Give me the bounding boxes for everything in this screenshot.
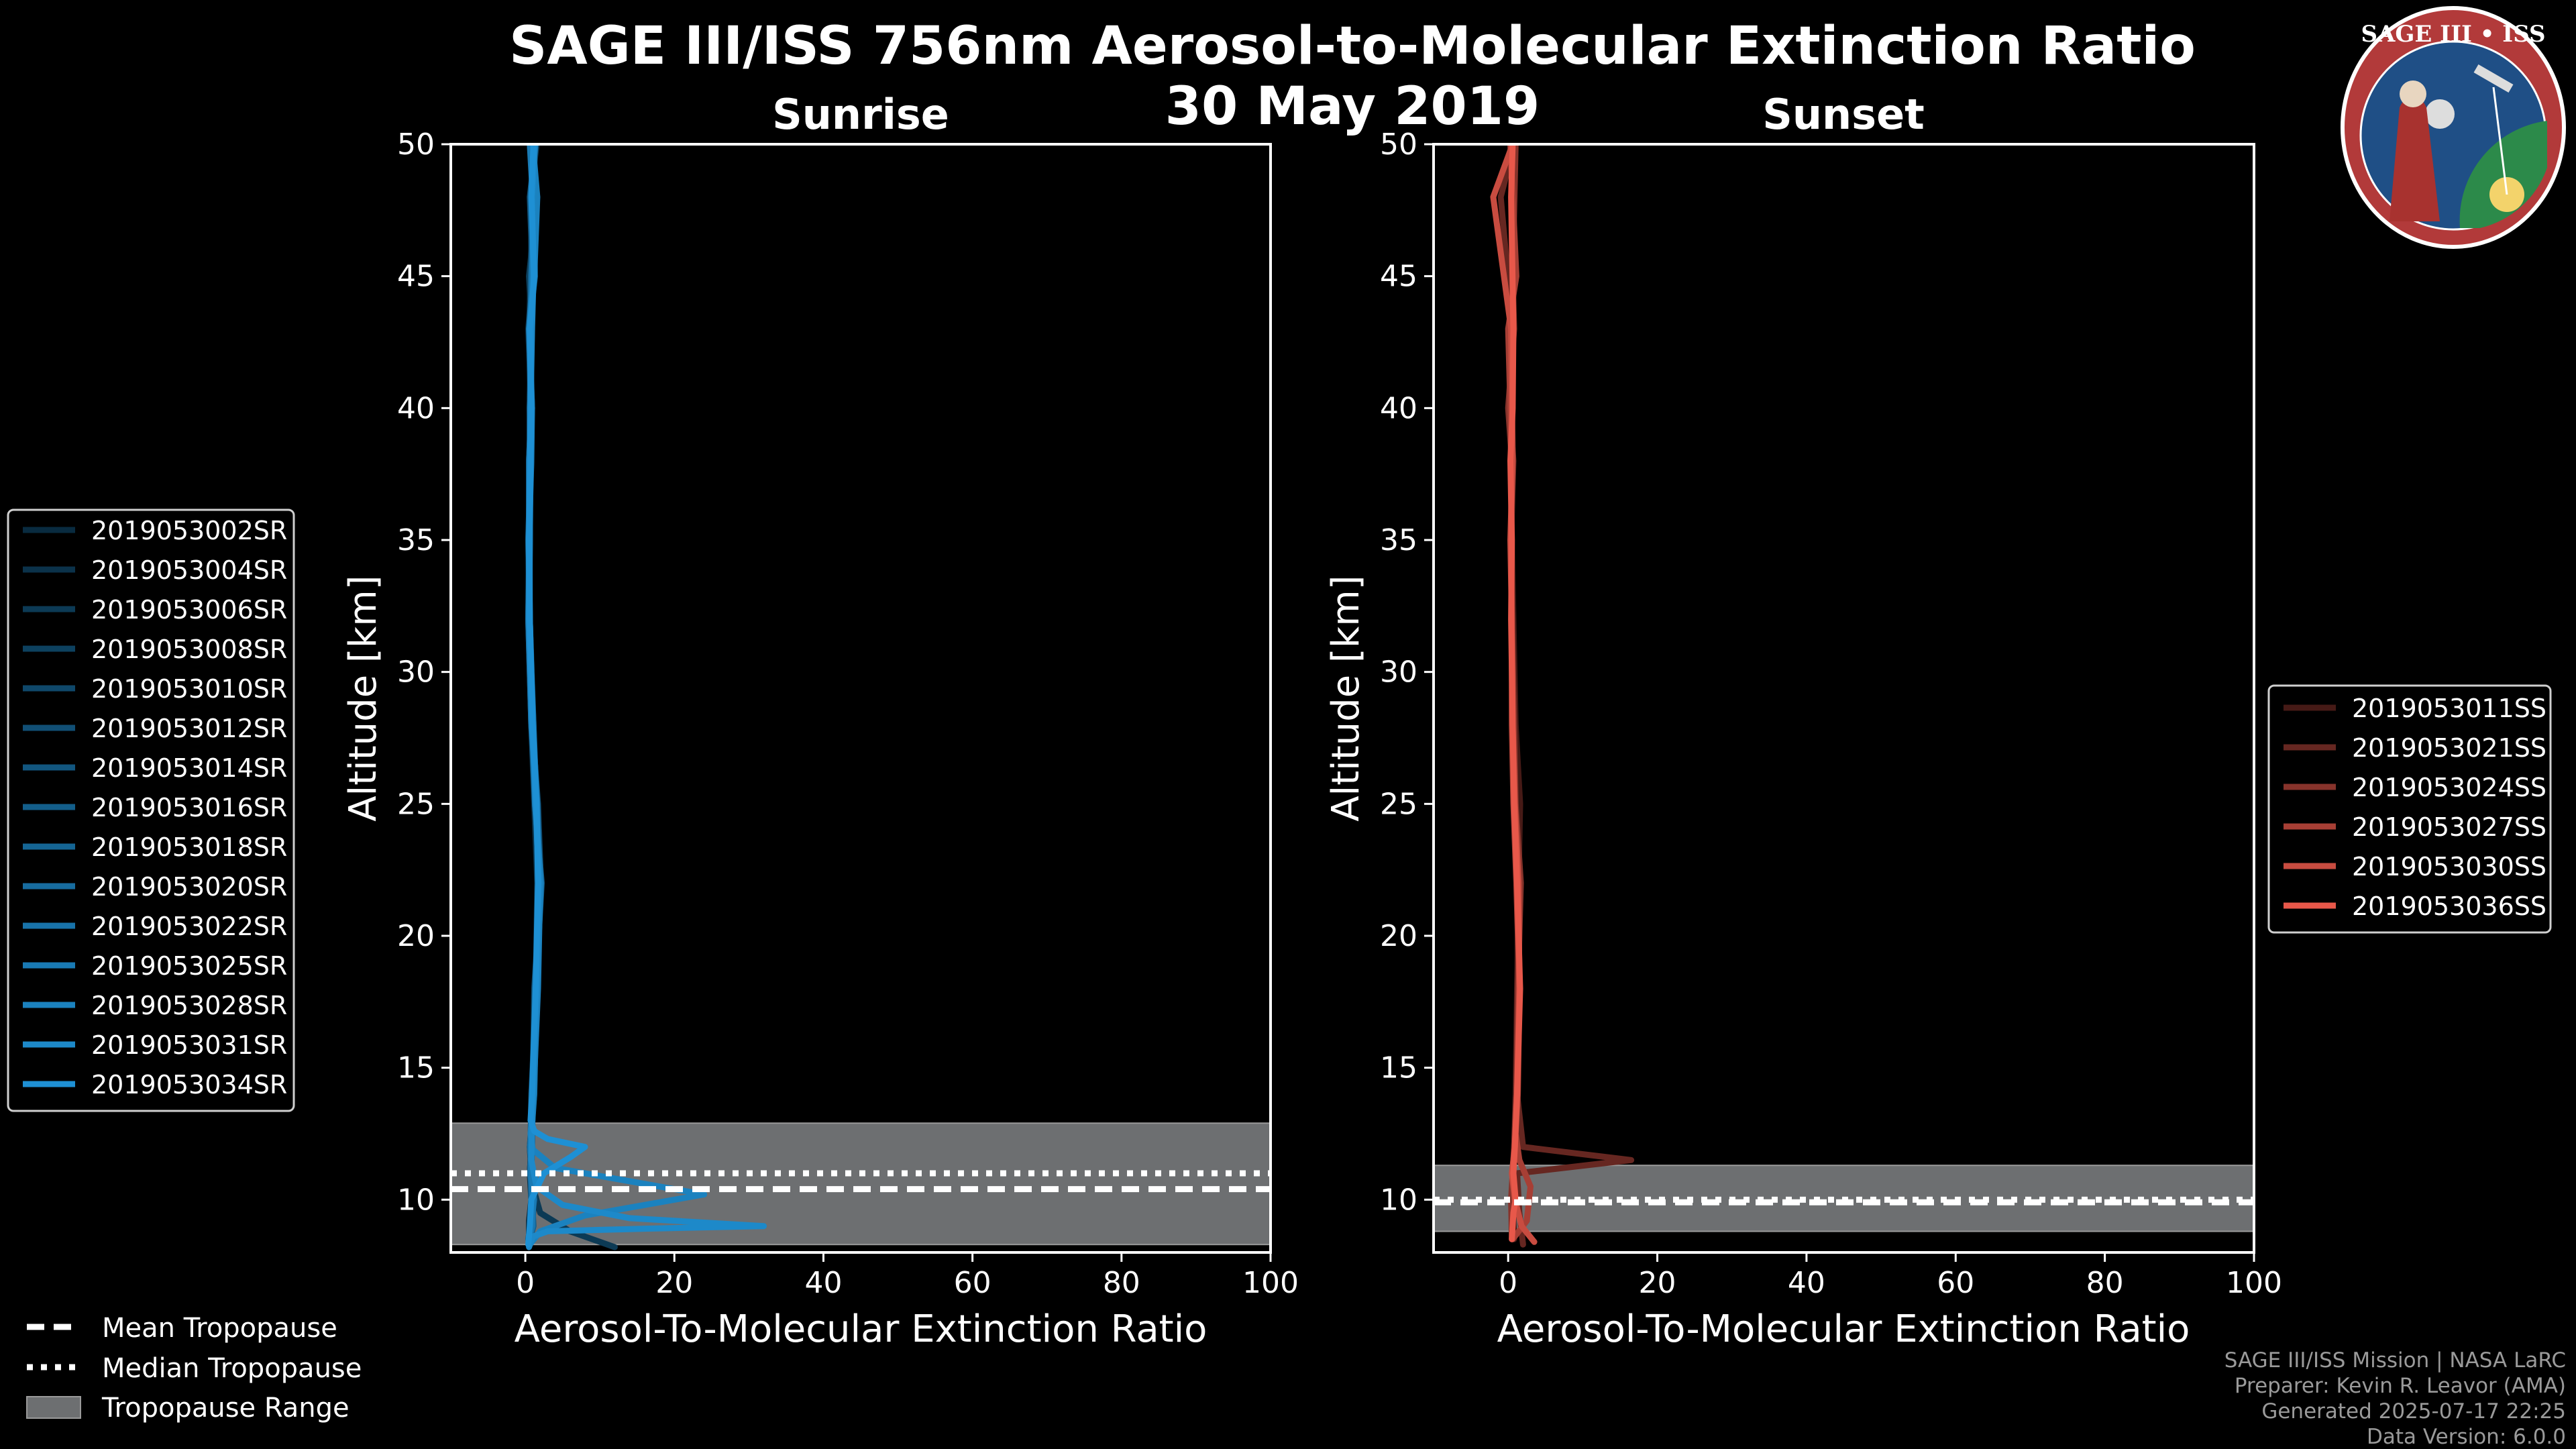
sunrise-x-tick-label: 100 [1242, 1266, 1299, 1300]
sunrise-y-tick-label: 40 [397, 391, 435, 425]
sunrise-legend-label: 2019053016SR [91, 793, 287, 822]
sunset-y-tick-label: 20 [1380, 919, 1417, 953]
tropopause-legend: Mean Tropopause Median Tropopause Tropop… [26, 1313, 362, 1424]
sunrise-legend-label: 2019053020SR [91, 872, 287, 902]
sunrise-x-axis-label: Aerosol-To-Molecular Extinction Ratio [515, 1307, 1208, 1351]
sunrise-y-tick-label: 45 [397, 260, 435, 294]
sunset-panel-title: Sunset [1762, 90, 1925, 139]
figure-date: 30 May 2019 [1165, 76, 1540, 137]
sunrise-profile-line-2019053031SR [526, 144, 767, 1250]
sunrise-legend-label: 2019053031SR [91, 1030, 287, 1060]
sunrise-legend: 2019053002SR 2019053004SR 2019053006SR 2019… [7, 508, 295, 1112]
sunrise-legend-label: 2019053034SR [91, 1070, 287, 1099]
sunrise-legend-label: 2019053028SR [91, 991, 287, 1020]
sunrise-y-axis-label: Altitude [km] [341, 575, 385, 821]
logo-figure-robe [2390, 94, 2440, 221]
sunrise-y-tick-label: 50 [397, 127, 435, 162]
sunrise-y-tick-label: 35 [397, 523, 435, 557]
sunrise-legend-label: 2019053006SR [91, 595, 287, 625]
footer-data-version: Data Version: 6.0.0 [2367, 1425, 2566, 1449]
sunrise-y-tick-label: 25 [397, 787, 435, 821]
sunset-y-tick-label: 35 [1380, 523, 1417, 557]
sunset-x-tick-label: 80 [2086, 1266, 2124, 1300]
sunset-x-axis-label: Aerosol-To-Molecular Extinction Ratio [1497, 1307, 2190, 1351]
sunrise-legend-label: 2019053022SR [91, 912, 287, 941]
sunset-x-tick-label: 60 [1937, 1266, 1974, 1300]
sunrise-y-tick-label: 20 [397, 919, 435, 953]
tropopause-range-label: Tropopause Range [101, 1393, 350, 1424]
figure-title: SAGE III/ISS 756nm Aerosol-to-Molecular … [509, 16, 2196, 76]
sunset-legend-label: 2019053036SS [2352, 892, 2546, 921]
sunrise-y-tick-label: 15 [397, 1051, 435, 1085]
sunrise-legend-label: 2019053010SR [91, 674, 287, 704]
mission-patch-logo: SAGE III • ISS [2341, 6, 2566, 249]
logo-station-icon [2473, 64, 2514, 93]
sunset-y-tick-label: 40 [1380, 391, 1417, 425]
sunrise-profile-line-2019053028SR [526, 144, 708, 1248]
sunset-legend: 2019053011SS 2019053021SS 2019053024SS 2019… [2267, 684, 2552, 934]
sunrise-profile-line-2019053006SR [525, 144, 618, 1250]
sunset-y-tick-label: 45 [1380, 260, 1417, 294]
sunrise-legend-label: 2019053025SR [91, 951, 287, 981]
sunrise-legend-label: 2019053008SR [91, 635, 287, 664]
sunrise-panel: Sunrise 0 20 40 60 80 100 101520253035404550 … [341, 90, 1299, 1351]
sunset-legend-label: 2019053027SS [2352, 812, 2546, 842]
sunset-y-tick-label: 15 [1380, 1051, 1417, 1085]
mean-tropopause-label: Mean Tropopause [102, 1313, 337, 1344]
tropopause-range-swatch [26, 1396, 81, 1419]
sunrise-x-tick-label: 20 [655, 1266, 693, 1300]
sunrise-x-tick-label: 40 [804, 1266, 842, 1300]
sunrise-legend-label: 2019053004SR [91, 555, 287, 585]
footer-credits: SAGE III/ISS Mission | NASA LaRC Prepare… [2224, 1348, 2566, 1449]
sunrise-tropopause-range-band [451, 1122, 1271, 1246]
sunset-y-tick-label: 30 [1380, 655, 1417, 690]
logo-title-text: SAGE III • ISS [2361, 21, 2545, 48]
sunset-x-tick-label: 20 [1639, 1266, 1676, 1300]
footer-mission: SAGE III/ISS Mission | NASA LaRC [2224, 1348, 2566, 1373]
footer-preparer: Preparer: Kevin R. Leavor (AMA) [2235, 1374, 2566, 1398]
sunset-profile-line-2019053036SS [1507, 144, 1523, 1242]
sunset-x-tick-label: 40 [1788, 1266, 1825, 1300]
sunrise-legend-label: 2019053002SR [91, 516, 287, 545]
sunset-y-tick-label: 25 [1380, 787, 1417, 821]
sunrise-legend-label: 2019053014SR [91, 753, 287, 783]
sunset-legend-box [2267, 684, 2552, 934]
sunrise-y-tick-label: 30 [397, 655, 435, 690]
logo-moon-icon [2425, 99, 2455, 129]
sunrise-x-tick-label: 0 [516, 1266, 535, 1300]
sunset-legend-label: 2019053024SS [2352, 773, 2546, 802]
sunrise-panel-title: Sunrise [772, 90, 949, 139]
sunset-legend-label: 2019053011SS [2352, 694, 2546, 723]
sunset-y-axis-label: Altitude [km] [1324, 575, 1368, 821]
sunrise-profile-line-2019053034SR [525, 144, 588, 1248]
sunrise-legend-label: 2019053018SR [91, 833, 287, 862]
sunset-panel: Sunset 0 20 40 60 80 100 10 15 20 25 30 35 40 45 50 A… [1324, 90, 2282, 1351]
sunrise-y-tick-label: 10 [397, 1183, 435, 1217]
logo-telescope-beam [2492, 87, 2508, 195]
sunrise-legend-box [7, 508, 295, 1112]
median-tropopause-label: Median Tropopause [102, 1353, 362, 1384]
sunset-legend-label: 2019053021SS [2352, 733, 2546, 763]
footer-generated: Generated 2025-07-17 22:25 [2261, 1399, 2566, 1424]
sunrise-x-tick-label: 60 [954, 1266, 991, 1300]
sunset-y-tick-label: 50 [1380, 127, 1417, 162]
sunset-plot-frame [1432, 143, 2255, 1254]
sunset-legend-label: 2019053030SS [2352, 852, 2546, 881]
sunrise-plot-frame [449, 143, 1272, 1254]
sunrise-x-tick-label: 80 [1103, 1266, 1140, 1300]
sunset-x-tick-label: 0 [1499, 1266, 1517, 1300]
sunset-y-tick-label: 10 [1380, 1183, 1417, 1217]
sunset-x-tick-label: 100 [2226, 1266, 2282, 1300]
logo-figure-head [2400, 80, 2426, 107]
sunrise-legend-label: 2019053012SR [91, 714, 287, 743]
